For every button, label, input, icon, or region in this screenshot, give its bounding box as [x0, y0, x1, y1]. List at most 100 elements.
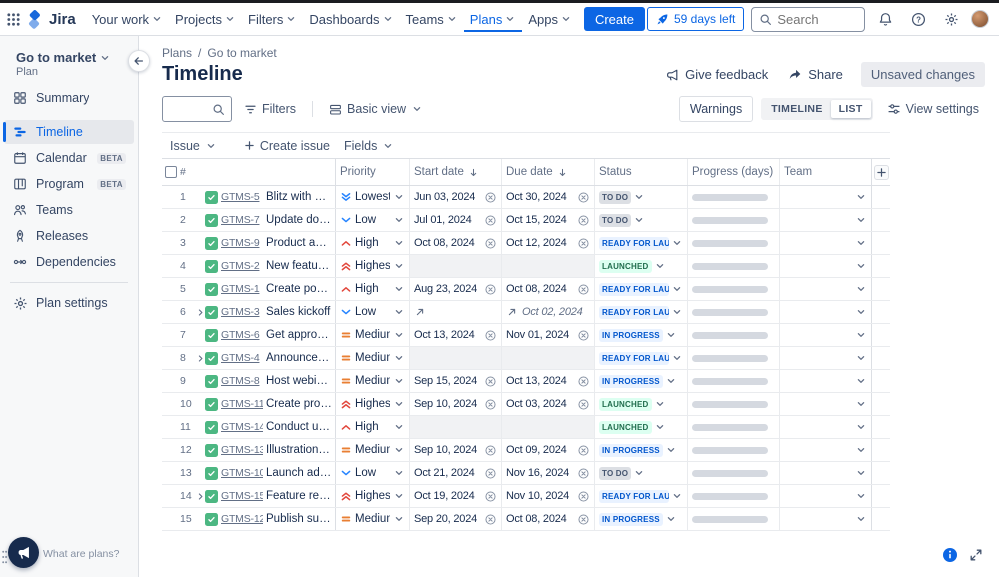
priority-cell[interactable]: Highest: [336, 485, 410, 507]
issue-key-link[interactable]: GTMS-9: [221, 237, 260, 249]
chevron-down-icon[interactable]: [855, 191, 867, 203]
issue-key-link[interactable]: GTMS-8: [221, 375, 260, 387]
what-are-plans-link[interactable]: What are plans?: [43, 548, 120, 560]
priority-cell[interactable]: High: [336, 278, 410, 300]
nav-item-plans[interactable]: Plans: [464, 7, 523, 32]
issue-summary[interactable]: Blitz with dev team: [266, 191, 335, 203]
chevron-down-icon[interactable]: [855, 283, 867, 295]
issue-key-link[interactable]: GTMS-4: [221, 352, 260, 364]
team-cell[interactable]: [780, 255, 872, 277]
column-header-priority[interactable]: Priority: [336, 159, 410, 185]
sort-down-icon[interactable]: [468, 167, 479, 178]
chevron-down-icon[interactable]: [671, 490, 683, 502]
start-date-cell[interactable]: Oct 21, 2024: [410, 462, 502, 484]
start-date-cell[interactable]: Jul 01, 2024: [410, 209, 502, 231]
global-search-input[interactable]: [777, 11, 858, 27]
chevron-down-icon[interactable]: [393, 467, 405, 479]
column-header-team[interactable]: Team: [780, 159, 872, 185]
trial-days-left-button[interactable]: 59 days left: [647, 7, 745, 31]
chevron-down-icon[interactable]: [633, 191, 645, 203]
clear-date-icon[interactable]: [577, 444, 590, 457]
status-cell[interactable]: READY FOR LAUNCH: [595, 278, 688, 300]
status-cell[interactable]: READY FOR LAUNCH: [595, 347, 688, 369]
status-cell[interactable]: LAUNCHED: [595, 416, 688, 438]
column-header-progress[interactable]: Progress (days): [688, 159, 780, 185]
chevron-down-icon[interactable]: [855, 329, 867, 341]
team-cell[interactable]: [780, 347, 872, 369]
chevron-down-icon[interactable]: [633, 467, 645, 479]
clear-date-icon[interactable]: [577, 214, 590, 227]
issue-key-link[interactable]: GTMS-15: [221, 490, 263, 502]
status-cell[interactable]: TO DO: [595, 209, 688, 231]
chevron-down-icon[interactable]: [393, 513, 405, 525]
chevron-down-icon[interactable]: [855, 467, 867, 479]
due-date-cell[interactable]: [502, 416, 595, 438]
chevron-down-icon[interactable]: [855, 444, 867, 456]
column-header-status[interactable]: Status: [595, 159, 688, 185]
start-date-cell[interactable]: Jun 03, 2024: [410, 186, 502, 208]
chevron-down-icon[interactable]: [654, 421, 666, 433]
sidebar-item-program[interactable]: Program BETA: [4, 172, 134, 196]
issue-summary[interactable]: Update documentat…: [266, 214, 335, 226]
due-date-cell[interactable]: Oct 15, 2024: [502, 209, 595, 231]
status-cell[interactable]: LAUNCHED: [595, 255, 688, 277]
priority-cell[interactable]: Medium: [336, 324, 410, 346]
user-avatar[interactable]: [971, 10, 990, 28]
priority-cell[interactable]: Low: [336, 462, 410, 484]
team-cell[interactable]: [780, 370, 872, 392]
chevron-down-icon[interactable]: [393, 191, 405, 203]
status-cell[interactable]: READY FOR LAUNCH: [595, 485, 688, 507]
team-cell[interactable]: [780, 416, 872, 438]
fields-dropdown[interactable]: Fields: [338, 135, 400, 157]
clear-date-icon[interactable]: [577, 329, 590, 342]
priority-cell[interactable]: Low: [336, 209, 410, 231]
clear-date-icon[interactable]: [484, 214, 497, 227]
help-icon[interactable]: ?: [905, 7, 931, 31]
chevron-down-icon[interactable]: [393, 214, 405, 226]
issue-key-link[interactable]: GTMS-3: [221, 306, 260, 318]
global-search[interactable]: [751, 6, 866, 32]
clear-date-icon[interactable]: [484, 191, 497, 204]
sidebar-item-plan-settings[interactable]: Plan settings: [4, 291, 134, 315]
start-date-cell[interactable]: Sep 10, 2024: [410, 393, 502, 415]
issue-summary[interactable]: Feature release n…: [266, 490, 335, 502]
notifications-bell-icon[interactable]: [872, 7, 898, 31]
chevron-down-icon[interactable]: [855, 421, 867, 433]
chevron-down-icon[interactable]: [393, 421, 405, 433]
sidebar-item-dependencies[interactable]: Dependencies: [4, 250, 134, 274]
chevron-down-icon[interactable]: [665, 375, 677, 387]
priority-cell[interactable]: Highest: [336, 393, 410, 415]
clear-date-icon[interactable]: [577, 191, 590, 204]
chevron-down-icon[interactable]: [855, 513, 867, 525]
start-date-cell[interactable]: Oct 13, 2024: [410, 324, 502, 346]
issue-summary[interactable]: Sales kickoff: [266, 306, 331, 318]
team-cell[interactable]: [780, 232, 872, 254]
chevron-down-icon[interactable]: [671, 283, 683, 295]
start-date-cell[interactable]: Oct 19, 2024: [410, 485, 502, 507]
issue-summary[interactable]: Get approvals on l…: [266, 329, 335, 341]
issue-key-link[interactable]: GTMS-5: [221, 191, 260, 203]
sidebar-item-releases[interactable]: Releases: [4, 224, 134, 248]
nav-item-dashboards[interactable]: Dashboards: [303, 7, 399, 32]
clear-date-icon[interactable]: [577, 237, 590, 250]
chevron-down-icon[interactable]: [393, 398, 405, 410]
priority-cell[interactable]: High: [336, 416, 410, 438]
issue-summary[interactable]: Conduct user inte…: [266, 421, 335, 433]
issue-key-link[interactable]: GTMS-2: [221, 260, 260, 272]
expand-chevron-icon[interactable]: [196, 492, 205, 501]
team-cell[interactable]: [780, 462, 872, 484]
due-date-cell[interactable]: Oct 30, 2024: [502, 186, 595, 208]
chevron-down-icon[interactable]: [855, 306, 867, 318]
chevron-down-icon[interactable]: [393, 329, 405, 341]
issue-summary[interactable]: Create positioning …: [266, 283, 335, 295]
due-date-cell[interactable]: Oct 12, 2024: [502, 232, 595, 254]
priority-cell[interactable]: Medium: [336, 439, 410, 461]
priority-cell[interactable]: Low: [336, 301, 410, 323]
chevron-down-icon[interactable]: [671, 306, 683, 318]
team-cell[interactable]: [780, 209, 872, 231]
start-date-cell[interactable]: [410, 416, 502, 438]
view-settings-button[interactable]: View settings: [881, 98, 985, 120]
status-cell[interactable]: IN PROGRESS: [595, 439, 688, 461]
chevron-down-icon[interactable]: [393, 260, 405, 272]
clear-date-icon[interactable]: [484, 329, 497, 342]
